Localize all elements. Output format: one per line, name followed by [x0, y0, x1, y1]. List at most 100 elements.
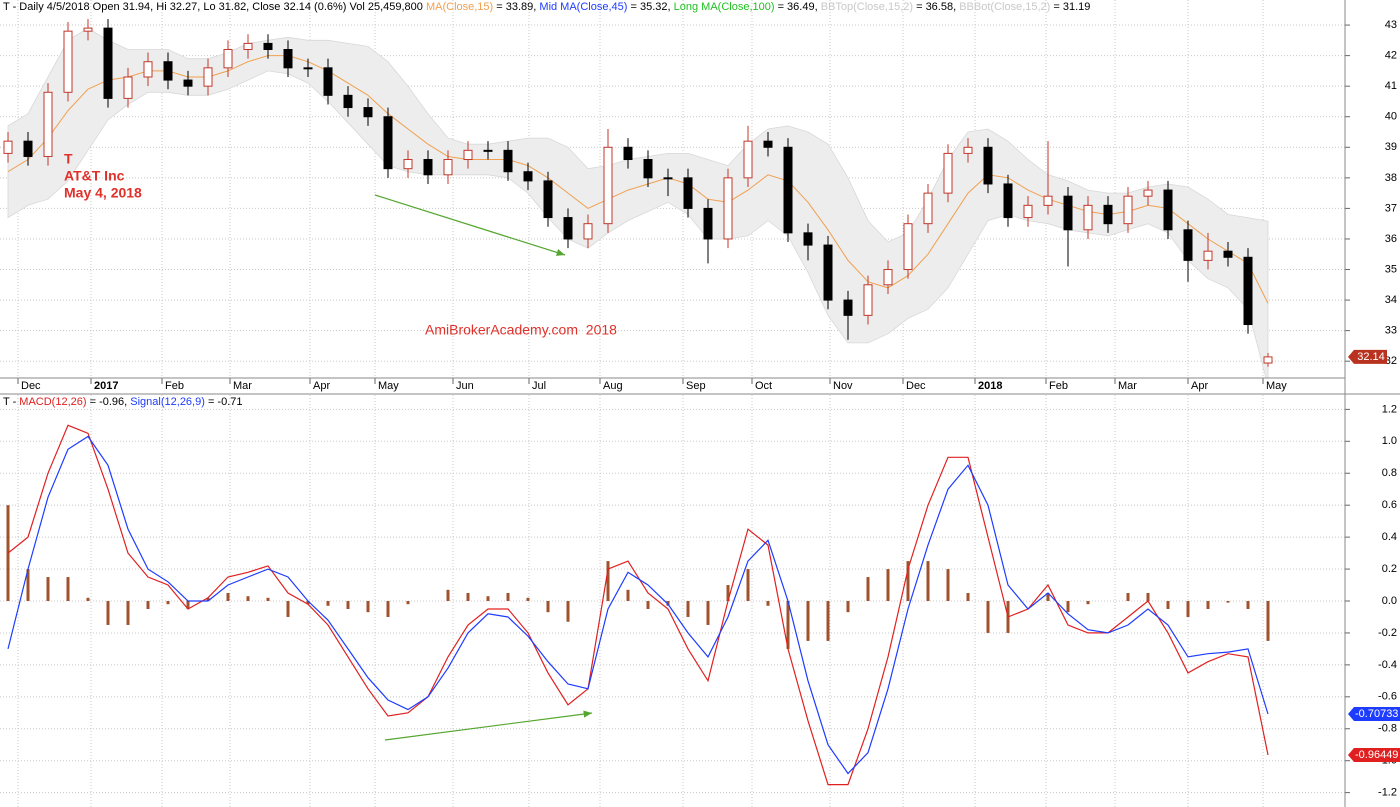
header-part: = -0.71: [205, 396, 243, 408]
candle-body: [503, 149, 513, 173]
candle-body: [263, 42, 273, 51]
y-tick-label: 32: [1385, 355, 1397, 367]
histogram-bar: [86, 597, 90, 601]
candle-body: [483, 149, 493, 152]
candle-body: [1043, 195, 1053, 206]
value-tag: [1348, 706, 1400, 721]
candle-body: [403, 159, 413, 170]
bollinger-band: [7, 27, 1269, 378]
histogram-bar: [706, 601, 710, 625]
histogram-bar: [366, 601, 370, 613]
histogram-bar: [446, 589, 450, 601]
candle-body: [1223, 250, 1233, 258]
candle-body: [1123, 195, 1133, 225]
candle-body: [923, 192, 933, 225]
header-part: = 31.19: [1050, 1, 1090, 13]
histogram-bar: [406, 601, 410, 605]
candle-body: [3, 140, 13, 154]
header-part: = -0.96,: [87, 396, 131, 408]
histogram-bar: [826, 601, 830, 641]
histogram-bar: [786, 601, 790, 649]
histogram-bar: [466, 593, 470, 601]
y-tick-label: 0.0: [1382, 595, 1397, 607]
histogram-bar: [686, 601, 690, 617]
x-tick-label: Sep: [686, 380, 706, 392]
header-part: Mid MA(Close,45): [539, 1, 627, 13]
x-tick-label: Apr: [313, 380, 330, 392]
candle-body: [943, 152, 953, 194]
annotation: May 4, 2018: [64, 185, 142, 201]
histogram-bar: [646, 601, 650, 609]
candle-body: [1103, 204, 1113, 225]
y-tick-label: 35: [1385, 263, 1397, 275]
histogram-bar: [26, 569, 30, 601]
histogram-bar: [126, 601, 130, 625]
histogram-bar: [66, 577, 70, 601]
header-part: T - Daily 4/5/2018 Open 31.94, Hi 32.27,…: [3, 1, 426, 13]
histogram-bar: [726, 585, 730, 601]
candle-body: [103, 27, 113, 99]
labels: Dec 2017 Feb Mar Apr May Jun Jul Aug Sep Oct Nov Dec…: [3, 1, 1400, 799]
candle-body: [1183, 229, 1193, 261]
y-tick-label: 1.2: [1382, 403, 1397, 415]
candle-body: [983, 146, 993, 185]
candle-body: [303, 67, 313, 70]
histogram-bar: [386, 601, 390, 617]
value-tag: [1348, 748, 1400, 763]
candle-body: [383, 116, 393, 170]
histogram-bar: [186, 601, 190, 609]
ma-line: [7, 55, 1269, 304]
histogram-bar: [326, 601, 330, 606]
histogram-bar: [746, 569, 750, 601]
candle-body: [823, 244, 833, 301]
histogram-bar: [306, 601, 310, 605]
candle-body: [523, 171, 533, 182]
annotation: T: [64, 151, 73, 167]
histogram-bar: [806, 601, 810, 641]
candle-body: [23, 140, 33, 157]
x-tick-label: Aug: [603, 380, 623, 392]
x-tick-label: Mar: [1118, 380, 1137, 392]
histogram-bar: [546, 601, 550, 613]
x-tick-label: Mar: [233, 380, 252, 392]
candle-body: [323, 67, 333, 96]
histogram-bar: [566, 601, 570, 622]
macd-line: [7, 424, 1269, 786]
histogram-bar: [266, 597, 270, 601]
candle-body: [1063, 195, 1073, 231]
price-tag: [1348, 349, 1387, 364]
y-tick-label: 0.2: [1382, 563, 1397, 575]
y-tick-label: 43: [1385, 19, 1397, 31]
x-tick-label: Feb: [165, 380, 184, 392]
header-part: = 35.32,: [627, 1, 673, 13]
histogram-bar: [146, 601, 150, 609]
arrow: [384, 710, 593, 741]
value-tag-label: -0.96449: [1355, 749, 1398, 761]
histogram-bar: [506, 593, 510, 601]
header-part: MA(Close,15): [426, 1, 493, 13]
candle-body: [603, 146, 613, 225]
candle-body: [583, 223, 593, 240]
candle-body: [1243, 256, 1253, 326]
histogram-bar: [1046, 593, 1050, 601]
y-tick-label: 40: [1385, 111, 1397, 123]
histogram-bar: [1206, 601, 1210, 609]
histogram-bar: [946, 569, 950, 601]
y-tick-label: -0.2: [1378, 627, 1397, 639]
candle-body: [963, 146, 973, 154]
candle-body: [863, 284, 873, 316]
x-tick-label: Nov: [833, 380, 853, 392]
histogram-bar: [606, 561, 610, 601]
histogram-bar: [246, 596, 250, 601]
arrow: [374, 194, 566, 256]
header-part: MACD(12,26): [19, 396, 86, 408]
candle-body: [463, 149, 473, 161]
candle-body: [843, 299, 853, 316]
watermark: AmiBrokerAcademy.com 2018: [425, 322, 617, 338]
macd-line: [7, 435, 1269, 775]
candle-body: [623, 146, 633, 161]
y-tick-label: -0.4: [1378, 659, 1397, 671]
x-tick-label: Oct: [755, 380, 772, 392]
y-tick-label: 0.8: [1382, 467, 1397, 479]
